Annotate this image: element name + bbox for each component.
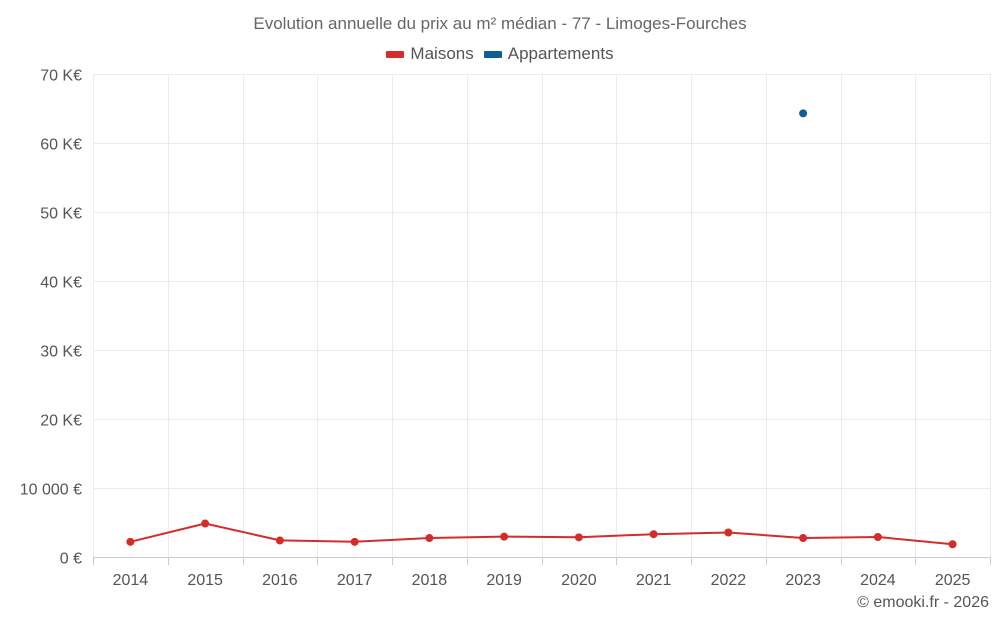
chart-axis (93, 557, 991, 565)
x-tick-label: 2015 (187, 572, 223, 589)
x-tick-label: 2019 (486, 572, 522, 589)
legend-label-maisons: Maisons (410, 44, 474, 63)
series-line-maisons (130, 522, 953, 546)
data-point-maisons-2017 (350, 537, 359, 546)
x-axis-labels: 2014 2015 2016 2017 2018 2019 2020 2021 2022 2023… (113, 572, 971, 589)
credit-text: © emooki.fr - 2026 (857, 594, 989, 611)
y-tick-label: 40 K€ (40, 275, 82, 292)
data-point-maisons-2015 (201, 519, 210, 528)
x-tick-label: 2023 (785, 572, 821, 589)
data-point-maisons-2023 (799, 534, 808, 543)
legend-label-appartements: Appartements (507, 44, 614, 63)
data-point-maisons-2016 (275, 536, 284, 545)
x-tick-label: 2016 (262, 572, 298, 589)
y-tick-label: 10 000 € (20, 482, 82, 499)
x-tick-label: 2025 (935, 572, 971, 589)
chart-legend: Maisons Appartements (0, 44, 1000, 64)
data-point-appartements-2023 (799, 109, 808, 118)
data-point-maisons-2018 (425, 534, 434, 543)
legend-item-appartements[interactable]: Appartements (483, 44, 614, 64)
y-tick-label: 20 K€ (40, 413, 82, 430)
x-tick-label: 2014 (113, 572, 149, 589)
y-tick-label: 30 K€ (40, 344, 82, 361)
legend-swatch-maisons (386, 50, 405, 58)
y-tick-label: 0 € (60, 551, 82, 568)
x-tick-label: 2021 (636, 572, 672, 589)
x-tick-label: 2018 (412, 572, 448, 589)
y-tick-label: 70 K€ (40, 68, 82, 85)
data-point-maisons-2019 (500, 532, 509, 541)
data-point-maisons-2024 (873, 532, 882, 541)
y-tick-label: 60 K€ (40, 137, 82, 154)
data-point-maisons-2022 (724, 528, 733, 537)
legend-swatch-appartements (483, 50, 502, 58)
x-tick-label: 2022 (711, 572, 747, 589)
chart-series (126, 109, 957, 549)
x-tick-label: 2020 (561, 572, 597, 589)
x-tick-label: 2017 (337, 572, 373, 589)
chart-grid (93, 74, 991, 557)
y-axis-labels: 0 € 10 000 € 20 K€ 30 K€ 40 K€ 50 K€ 60 K€ 70 K… (20, 68, 82, 568)
data-point-maisons-2014 (126, 537, 135, 546)
data-point-maisons-2021 (649, 530, 658, 539)
data-point-maisons-2020 (574, 533, 583, 542)
chart-title: Evolution annuelle du prix au m² médian … (253, 14, 747, 33)
data-point-maisons-2025 (948, 540, 957, 549)
legend-item-maisons[interactable]: Maisons (386, 44, 474, 64)
x-tick-label: 2024 (860, 572, 896, 589)
y-tick-label: 50 K€ (40, 206, 82, 223)
